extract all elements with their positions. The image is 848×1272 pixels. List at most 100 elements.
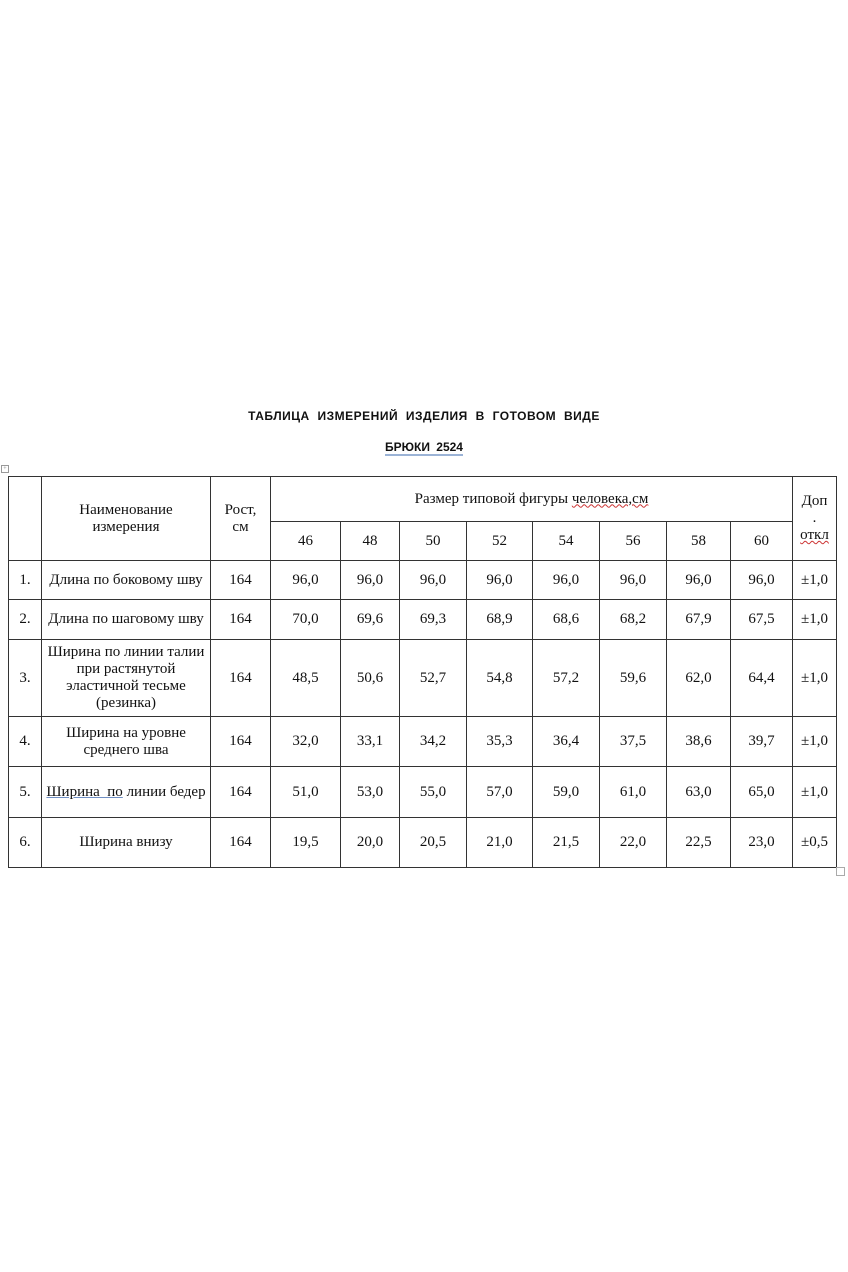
value-cell: 54,8 — [466, 639, 533, 717]
value-cell: 32,0 — [270, 716, 341, 767]
value-cell: 20,0 — [340, 817, 400, 868]
value-cell: 69,3 — [399, 599, 467, 640]
value-cell: 21,0 — [466, 817, 533, 868]
sizes-row: 46 48 50 52 54 56 58 60 — [9, 521, 837, 561]
size-header-cell: 58 — [666, 521, 731, 561]
value-cell: 96,0 — [666, 560, 731, 600]
value-cell: 57,0 — [466, 766, 533, 818]
value-cell: 59,6 — [599, 639, 667, 717]
table-row: 1. Длина по боковому шву 164 96,0 96,0 96,0 96… — [8, 560, 837, 600]
measurement-name-cell: Ширина по линии бедер — [41, 766, 211, 818]
tolerance-cell: ±0,5 — [792, 817, 837, 868]
table-move-handle-icon[interactable]: + — [1, 465, 9, 473]
value-cell: 68,2 — [599, 599, 667, 640]
value-cell: 96,0 — [532, 560, 600, 600]
measurement-name-cell: Длина по шаговому шву — [41, 599, 211, 640]
header-height-cell: Рост, см — [210, 476, 271, 561]
value-cell: 48,5 — [270, 639, 341, 717]
value-cell: 96,0 — [599, 560, 667, 600]
row-number-cell: 2. — [8, 599, 42, 640]
size-header-cell: 50 — [399, 521, 467, 561]
height-cell: 164 — [210, 639, 271, 717]
value-cell: 52,7 — [399, 639, 467, 717]
header-name-cell: Наименование измерения — [41, 476, 211, 561]
size-header-cell: 56 — [599, 521, 667, 561]
value-cell: 61,0 — [599, 766, 667, 818]
value-cell: 96,0 — [340, 560, 400, 600]
header-size-group-cell: Размер типовой фигуры человека,см — [270, 476, 793, 522]
value-cell: 65,0 — [730, 766, 793, 818]
value-cell: 70,0 — [270, 599, 341, 640]
value-cell: 39,7 — [730, 716, 793, 767]
value-cell: 20,5 — [399, 817, 467, 868]
value-cell: 38,6 — [666, 716, 731, 767]
value-cell: 53,0 — [340, 766, 400, 818]
row-number-cell: 5. — [8, 766, 42, 818]
value-cell: 67,5 — [730, 599, 793, 640]
value-cell: 55,0 — [399, 766, 467, 818]
value-cell: 68,6 — [532, 599, 600, 640]
measurement-name-cell: Ширина по линии талии при растянутой эла… — [41, 639, 211, 717]
header-row: Наименование измерения Рост, см Размер т… — [8, 476, 837, 561]
row-number-cell: 3. — [8, 639, 42, 717]
measurements-table: Наименование измерения Рост, см Размер т… — [8, 476, 837, 868]
value-cell: 34,2 — [399, 716, 467, 767]
value-cell: 21,5 — [532, 817, 600, 868]
value-cell: 68,9 — [466, 599, 533, 640]
value-cell: 19,5 — [270, 817, 341, 868]
height-cell: 164 — [210, 817, 271, 868]
value-cell: 33,1 — [340, 716, 400, 767]
measurement-name-cell: Длина по боковому шву — [41, 560, 211, 600]
document-title: ТАБЛИЦА ИЗМЕРЕНИЙ ИЗДЕЛИЯ В ГОТОВОМ ВИДЕ — [248, 409, 600, 423]
value-cell: 22,5 — [666, 817, 731, 868]
value-cell: 96,0 — [399, 560, 467, 600]
header-tolerance-cell: Доп . откл — [792, 476, 837, 561]
table-resize-handle[interactable] — [836, 867, 845, 876]
table-row: 4. Ширина на уровне среднего шва 164 32,0 33… — [8, 716, 837, 767]
size-header-cell: 48 — [340, 521, 400, 561]
value-cell: 69,6 — [340, 599, 400, 640]
tolerance-cell: ±1,0 — [792, 766, 837, 818]
size-header-cell: 52 — [466, 521, 533, 561]
document-subtitle: БРЮКИ 2524 — [0, 440, 848, 456]
row-number-cell: 1. — [8, 560, 42, 600]
tolerance-label-top: Доп — [801, 493, 828, 509]
value-cell: 22,0 — [599, 817, 667, 868]
row-number-cell: 4. — [8, 716, 42, 767]
height-cell: 164 — [210, 599, 271, 640]
value-cell: 36,4 — [532, 716, 600, 767]
value-cell: 96,0 — [270, 560, 341, 600]
size-header-cell: 60 — [730, 521, 793, 561]
value-cell: 50,6 — [340, 639, 400, 717]
tolerance-cell: ±1,0 — [792, 716, 837, 767]
height-cell: 164 — [210, 766, 271, 818]
value-cell: 67,9 — [666, 599, 731, 640]
table-row: 3. Ширина по линии талии при растянутой э… — [8, 639, 837, 717]
value-cell: 96,0 — [730, 560, 793, 600]
value-cell: 37,5 — [599, 716, 667, 767]
table-row: 2. Длина по шаговому шву 164 70,0 69,6 69,3 68… — [8, 599, 837, 640]
tolerance-cell: ±1,0 — [792, 599, 837, 640]
height-cell: 164 — [210, 560, 271, 600]
tolerance-label-bottom: откл — [800, 527, 829, 543]
measurement-name-cell: Ширина на уровне среднего шва — [41, 716, 211, 767]
value-cell: 96,0 — [466, 560, 533, 600]
value-cell: 51,0 — [270, 766, 341, 818]
measurement-name-cell: Ширина внизу — [41, 817, 211, 868]
header-number-cell — [8, 476, 42, 561]
value-cell: 59,0 — [532, 766, 600, 818]
tolerance-cell: ±1,0 — [792, 560, 837, 600]
header-size-group-label: Размер типовой фигуры человека,см — [414, 490, 649, 507]
tolerance-cell: ±1,0 — [792, 639, 837, 717]
table-row: 5. Ширина по линии бедер 164 51,0 53,0 55,0 57… — [8, 766, 837, 818]
value-cell: 63,0 — [666, 766, 731, 818]
value-cell: 57,2 — [532, 639, 600, 717]
product-name: БРЮКИ 2524 — [385, 440, 463, 456]
size-header-cell: 46 — [270, 521, 341, 561]
tolerance-label-dot: . — [812, 510, 817, 526]
height-cell: 164 — [210, 716, 271, 767]
size-header-cell: 54 — [532, 521, 600, 561]
row-number-cell: 6. — [8, 817, 42, 868]
value-cell: 23,0 — [730, 817, 793, 868]
value-cell: 64,4 — [730, 639, 793, 717]
